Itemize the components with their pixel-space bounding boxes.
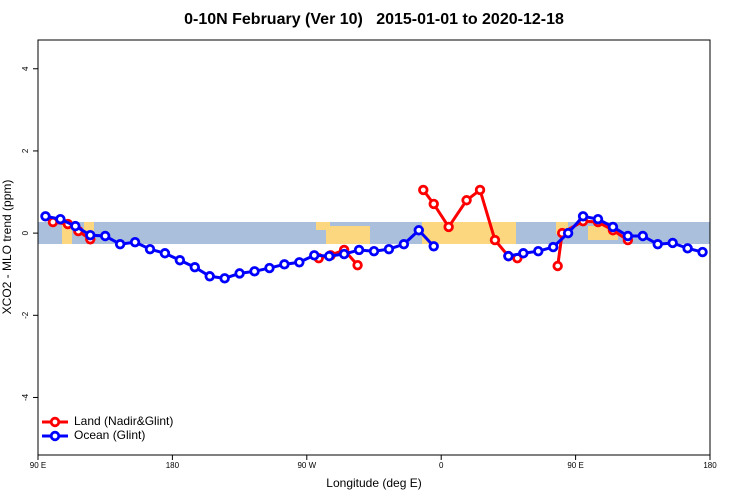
x-tick-label: 0	[439, 461, 444, 470]
y-tick-label: -4	[21, 393, 30, 401]
point	[279, 259, 290, 270]
point	[70, 220, 81, 232]
point	[352, 259, 363, 271]
point	[324, 250, 335, 262]
point	[667, 237, 678, 249]
point	[368, 245, 380, 257]
point	[159, 248, 171, 259]
point	[114, 239, 126, 250]
y-tick-label: 2	[21, 148, 30, 153]
legend-label: Land (Nadir&Glint)	[74, 414, 173, 428]
point	[383, 243, 395, 255]
point	[474, 184, 486, 196]
x-tick-label: 90 E	[567, 461, 583, 470]
point	[682, 243, 693, 254]
point	[637, 230, 648, 242]
point	[219, 273, 230, 284]
point	[592, 213, 604, 225]
legend-label: Ocean (Glint)	[74, 428, 145, 442]
point	[234, 268, 245, 279]
point	[443, 221, 454, 233]
point	[55, 213, 66, 225]
point	[622, 230, 634, 242]
point	[129, 236, 141, 248]
point	[533, 245, 544, 257]
point	[174, 255, 186, 266]
point	[144, 243, 156, 255]
point	[309, 250, 320, 261]
point	[697, 246, 708, 258]
point	[428, 241, 439, 252]
point	[85, 229, 96, 241]
series	[40, 211, 708, 284]
point	[418, 184, 429, 196]
point	[577, 211, 589, 222]
point	[552, 260, 563, 272]
point	[607, 221, 619, 233]
y-axis-label: XCO2 - MLO trend (ppm)	[0, 180, 14, 315]
legend: Land (Nadir&Glint)Ocean (Glint)	[42, 414, 173, 442]
x-tick-label: 90 W	[297, 461, 316, 470]
x-tick-label: 180	[703, 461, 717, 470]
point	[461, 195, 472, 206]
point	[204, 271, 215, 282]
y-tick-label: 4	[21, 66, 30, 71]
x-axis-label: Longitude (deg E)	[326, 476, 421, 490]
y-tick-label: 0	[21, 230, 30, 235]
legend-marker	[49, 430, 61, 442]
point	[40, 211, 51, 222]
legend-marker	[49, 416, 61, 428]
point	[428, 198, 439, 210]
point	[503, 250, 514, 262]
point	[338, 248, 350, 260]
point	[489, 234, 501, 246]
point	[562, 227, 574, 239]
point	[294, 257, 305, 268]
point	[249, 266, 260, 277]
y-tick-label: -2	[21, 311, 30, 319]
point	[398, 239, 410, 250]
x-tick-label: 90 E	[30, 461, 46, 470]
point	[264, 262, 275, 274]
chart-title: 0-10N February (Ver 10) 2015-01-01 to 20…	[184, 11, 564, 28]
point	[413, 225, 424, 236]
point	[189, 262, 200, 273]
plot-frame	[37, 39, 711, 456]
point	[99, 230, 111, 242]
point	[353, 244, 365, 256]
point	[652, 239, 663, 250]
point	[518, 248, 529, 259]
point	[548, 241, 559, 253]
x-tick-label: 180	[166, 461, 180, 470]
